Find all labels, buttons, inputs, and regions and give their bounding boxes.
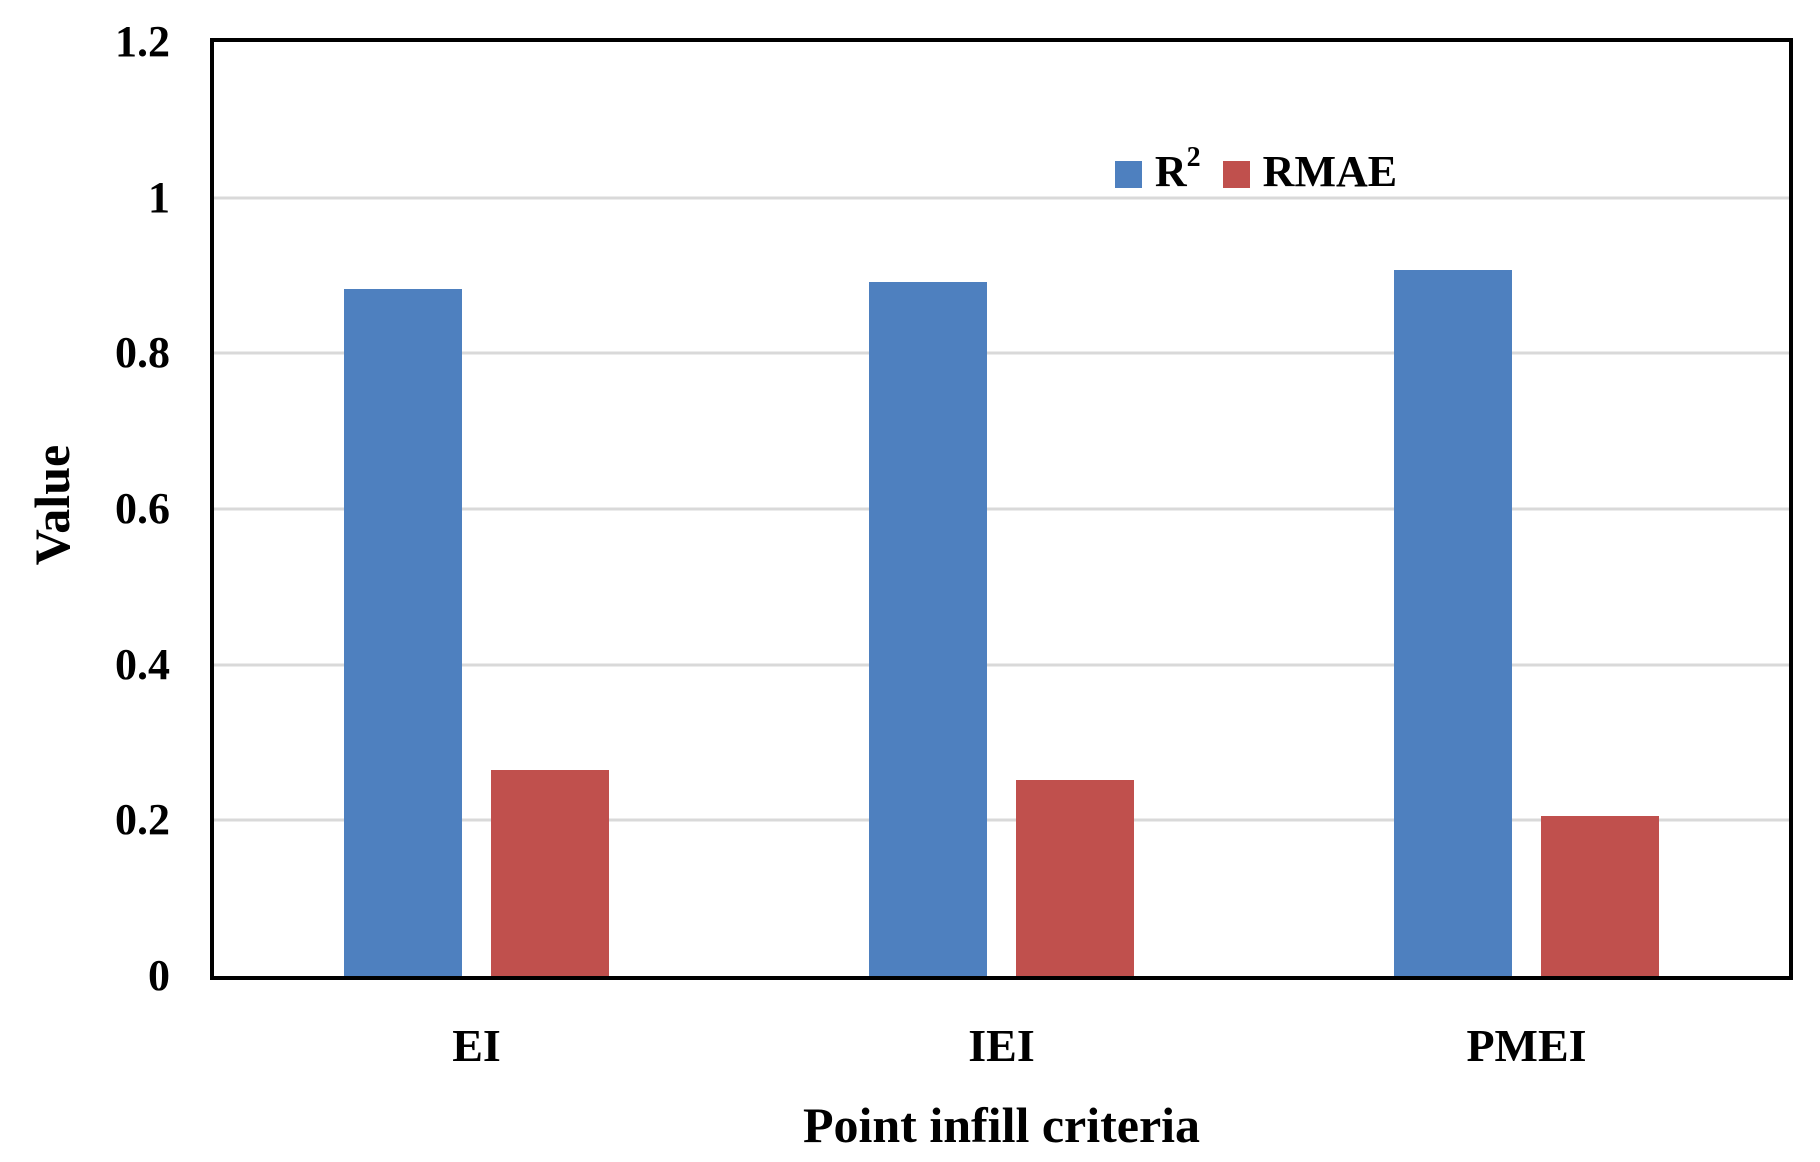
y-tick-label-1: 1 [148,172,170,222]
bar-r2-ei [343,288,462,976]
legend-label-r2-superscript: 2 [1186,142,1201,174]
bar-r2-iei [868,281,987,976]
legend-label-r2: R2 [1154,142,1201,196]
plot-inner: R2 RMAE [214,42,1789,976]
gridline-0.6 [214,507,1789,511]
x-tick-label-ei: EI [452,1020,501,1071]
bar-rmae-pmei [1541,816,1660,976]
y-tick-label-0: 0 [148,951,170,1000]
gridline-0.8 [214,351,1789,355]
y-tick-label-0.2: 0.2 [115,795,170,845]
x-axis-title: Point infill criteria [802,1097,1201,1153]
legend-swatch-rmae [1222,160,1250,188]
bar-rmae-ei [491,769,610,976]
gridline-0.2 [214,818,1789,822]
bar-r2-pmei [1393,270,1512,976]
gridline-0.4 [214,663,1789,667]
y-tick-label-0.8: 0.8 [115,328,170,378]
y-tick-label-0.4: 0.4 [115,639,170,689]
x-tick-label-iei: IEI [968,1020,1035,1071]
legend: R2 RMAE [1114,142,1398,196]
plot-area: R2 RMAE [210,38,1793,980]
legend-label-rmae: RMAE [1262,147,1398,196]
y-tick-label-1.2: 1.2 [115,17,170,66]
y-axis-tick-labels: 1.2 1 0.8 0.6 0.4 0.2 0 [0,20,170,998]
gridline-1 [214,196,1789,200]
x-tick-label-pmei: PMEI [1466,1020,1587,1071]
y-tick-label-0.6: 0.6 [115,484,170,533]
bar-rmae-iei [1016,779,1135,976]
x-axis-tick-labels: EI IEI PMEI [214,1018,1789,1074]
legend-swatch-r2 [1114,160,1142,188]
